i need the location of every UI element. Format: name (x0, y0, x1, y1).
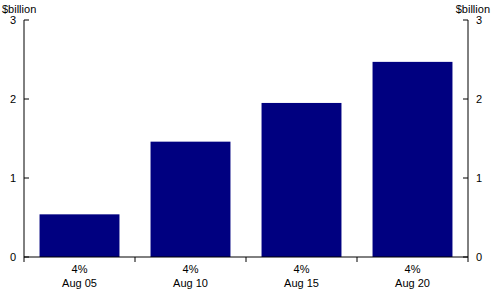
chart: 01230123$billion$billion4%Aug 054%Aug 10… (0, 0, 492, 303)
bar (373, 62, 453, 257)
y2-tick-label: 2 (476, 93, 482, 105)
y-tick-label: 1 (10, 172, 16, 184)
y2-tick-label: 3 (476, 14, 482, 26)
x-tick-label-line: 4% (405, 263, 421, 275)
y-tick-label: 0 (10, 251, 16, 263)
y-axis-label: $billion (2, 3, 36, 15)
x-tick-label-line: Aug 15 (284, 277, 319, 289)
bar (151, 142, 231, 257)
y-tick (24, 178, 29, 179)
y2-tick (463, 99, 468, 100)
bar (40, 214, 120, 257)
x-separator-tick (468, 257, 469, 262)
x-tick-label: 4% Aug 05 (62, 263, 97, 289)
x-tick-label-line: Aug 05 (62, 277, 97, 289)
bars (40, 62, 453, 257)
x-tick-label-line: Aug 10 (173, 277, 208, 289)
y-tick-label: 3 (10, 14, 16, 26)
x-separator-tick (357, 257, 358, 262)
y-tick (24, 257, 29, 258)
y2-axis-line (468, 20, 469, 257)
x-tick-label-line: Aug 20 (395, 277, 430, 289)
y2-axis-label: $billion (456, 3, 490, 15)
x-tick-label: 4% Aug 10 (173, 263, 208, 289)
y2-tick-label: 0 (476, 251, 482, 263)
y2-tick (463, 178, 468, 179)
y-axis-line (24, 20, 25, 257)
x-tick-label: 4% Aug 20 (395, 263, 430, 289)
x-separator-tick (246, 257, 247, 262)
y2-tick-label: 1 (476, 172, 482, 184)
x-separator-tick (135, 257, 136, 262)
y2-tick (463, 257, 468, 258)
x-tick-label: 4% Aug 15 (284, 263, 319, 289)
bar (262, 103, 342, 257)
y-tick (24, 99, 29, 100)
x-tick-label-line: 4% (183, 263, 199, 275)
x-tick-label-line: 4% (72, 263, 88, 275)
x-tick-label-line: 4% (294, 263, 310, 275)
x-separator-tick (24, 257, 25, 262)
y-tick (24, 20, 29, 21)
y-tick-label: 2 (10, 93, 16, 105)
y2-tick (463, 20, 468, 21)
